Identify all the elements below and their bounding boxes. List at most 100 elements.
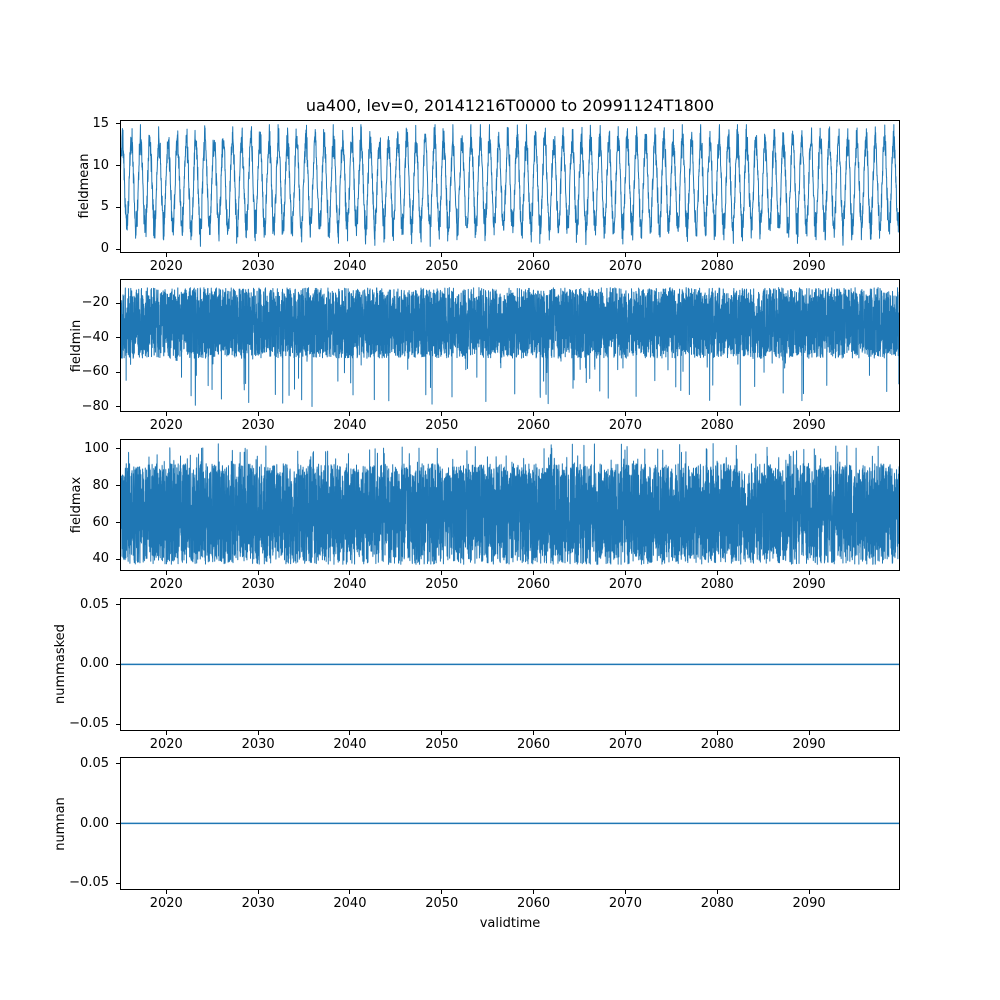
x-tick-label: 2050	[425, 418, 459, 434]
plot-line-fieldmean	[120, 120, 900, 253]
x-tick-mark	[533, 890, 535, 894]
x-tick-mark	[257, 412, 259, 417]
plot-line-fieldmin	[120, 279, 900, 413]
y-axis-label-fieldmin: fieldmin	[69, 319, 84, 372]
y-tick-mark	[116, 406, 120, 408]
x-tick-label: 2090	[792, 896, 826, 911]
x-tick-label: 2060	[517, 418, 551, 434]
x-tick-mark	[624, 890, 626, 894]
y-tick-mark	[116, 663, 120, 665]
x-tick-label: 2030	[241, 896, 275, 911]
y-tick-label: 0.00	[80, 656, 109, 672]
x-tick-mark	[716, 412, 718, 417]
x-tick-label: 2060	[517, 896, 551, 911]
y-tick-mark	[116, 165, 120, 166]
y-tick-label: 5	[100, 199, 109, 215]
y-tick-mark	[116, 522, 120, 524]
x-tick-label: 2050	[425, 736, 459, 752]
y-tick-label: −0.05	[69, 875, 109, 891]
y-tick-mark	[116, 763, 120, 765]
x-tick-label: 2060	[517, 736, 551, 752]
x-tick-label: 2070	[608, 896, 642, 911]
x-tick-mark	[349, 252, 351, 257]
x-tick-mark	[533, 730, 535, 735]
x-tick-label: 2040	[333, 418, 367, 434]
x-tick-label: 2090	[792, 418, 826, 434]
x-tick-mark	[533, 412, 535, 417]
y-tick-label: 60	[92, 514, 109, 530]
x-tick-label: 2040	[333, 736, 367, 752]
y-tick-label: −40	[81, 329, 109, 345]
y-tick-label: 15	[92, 115, 109, 131]
y-axis-label-fieldmean: fieldmean	[77, 153, 92, 219]
x-tick-mark	[441, 890, 443, 894]
y-axis-label-fieldmax: fieldmax	[69, 476, 84, 534]
x-tick-mark	[533, 571, 535, 576]
x-tick-mark	[533, 252, 535, 257]
axes-box	[120, 438, 900, 572]
x-tick-label: 2070	[608, 258, 642, 274]
x-tick-label: 2030	[241, 258, 275, 274]
y-tick-label: 0.05	[80, 755, 109, 771]
y-tick-mark	[116, 206, 120, 208]
y-tick-mark	[116, 123, 120, 125]
x-tick-label: 2040	[333, 577, 367, 593]
x-tick-label: 2030	[241, 577, 275, 593]
x-tick-mark	[808, 890, 810, 894]
x-tick-label: 2070	[608, 577, 642, 593]
x-tick-label: 2050	[425, 577, 459, 593]
y-tick-label: −20	[81, 295, 109, 311]
axes-box	[120, 597, 900, 731]
x-tick-mark	[808, 252, 810, 257]
x-tick-label: 2070	[608, 418, 642, 434]
axes-box	[120, 120, 900, 253]
figure-title: ua400, lev=0, 20141216T0000 to 20991124T…	[305, 96, 715, 115]
y-tick-label: −60	[81, 364, 109, 380]
x-tick-label: 2040	[333, 896, 367, 911]
x-tick-mark	[165, 412, 167, 417]
x-tick-mark	[624, 730, 626, 735]
x-tick-mark	[165, 890, 167, 894]
y-axis-label-numnan: numnan	[53, 796, 68, 851]
y-tick-mark	[116, 248, 120, 250]
x-tick-label: 2060	[517, 258, 551, 274]
x-tick-label: 2090	[792, 258, 826, 274]
y-tick-mark	[116, 371, 120, 373]
x-axis-label: validtime	[479, 916, 541, 931]
plot-line-numnan	[120, 757, 900, 890]
y-tick-mark	[116, 448, 120, 450]
y-tick-mark	[116, 302, 120, 304]
x-tick-label: 2020	[149, 896, 183, 911]
y-tick-label: 10	[92, 157, 109, 173]
x-tick-label: 2020	[149, 418, 183, 434]
x-tick-mark	[716, 571, 718, 576]
x-tick-mark	[808, 730, 810, 735]
x-tick-mark	[257, 890, 259, 894]
x-tick-mark	[349, 412, 351, 417]
x-tick-label: 2060	[517, 577, 551, 593]
x-tick-mark	[349, 890, 351, 894]
x-tick-mark	[624, 571, 626, 576]
x-tick-label: 2090	[792, 736, 826, 752]
plot-line-nummasked	[120, 597, 900, 731]
y-tick-label: 80	[92, 477, 109, 493]
x-tick-mark	[349, 571, 351, 576]
x-tick-mark	[624, 252, 626, 257]
x-tick-label: 2050	[425, 258, 459, 274]
y-tick-mark	[116, 337, 120, 339]
x-tick-label: 2080	[700, 258, 734, 274]
x-tick-mark	[808, 412, 810, 417]
x-tick-mark	[441, 730, 443, 735]
y-tick-mark	[116, 604, 120, 605]
x-tick-label: 2020	[149, 577, 183, 593]
y-tick-label: 0.05	[80, 596, 109, 612]
x-tick-mark	[441, 252, 443, 257]
x-tick-label: 2090	[792, 577, 826, 593]
x-tick-mark	[441, 412, 443, 417]
x-tick-label: 2070	[608, 736, 642, 752]
y-tick-label: −80	[81, 398, 109, 414]
y-tick-mark	[116, 882, 120, 884]
y-tick-label: 0.00	[80, 815, 109, 831]
axes-box	[120, 279, 900, 413]
y-tick-mark	[116, 485, 120, 487]
